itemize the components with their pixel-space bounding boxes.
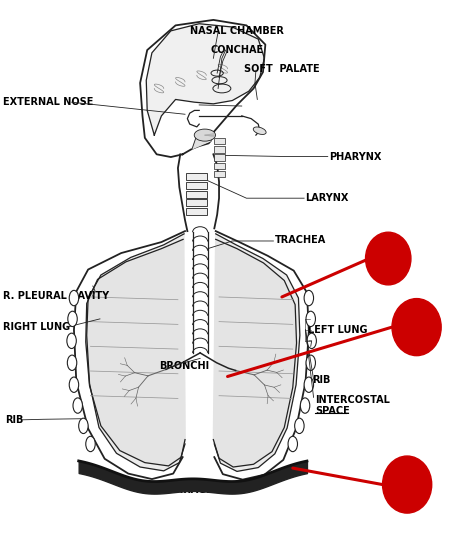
Text: PHARYNX: PHARYNX: [329, 152, 382, 162]
Ellipse shape: [306, 311, 316, 327]
Polygon shape: [187, 111, 199, 127]
Text: LEFT LUNG: LEFT LUNG: [308, 325, 367, 335]
Polygon shape: [214, 234, 300, 471]
Circle shape: [365, 232, 411, 285]
Text: SPACE: SPACE: [315, 406, 350, 416]
Text: RIB: RIB: [312, 375, 330, 386]
FancyBboxPatch shape: [214, 138, 225, 145]
Polygon shape: [74, 231, 185, 479]
Ellipse shape: [306, 355, 316, 371]
Ellipse shape: [304, 377, 314, 392]
Ellipse shape: [307, 333, 317, 349]
FancyBboxPatch shape: [186, 173, 207, 180]
FancyBboxPatch shape: [214, 163, 225, 169]
Ellipse shape: [86, 436, 95, 452]
Ellipse shape: [304, 290, 314, 306]
FancyBboxPatch shape: [214, 170, 225, 177]
Ellipse shape: [69, 290, 79, 306]
FancyBboxPatch shape: [214, 155, 225, 161]
Circle shape: [383, 456, 432, 513]
Text: EXTERNAL NOSE: EXTERNAL NOSE: [3, 97, 93, 107]
Text: CONCHAE: CONCHAE: [210, 45, 264, 55]
Circle shape: [392, 299, 441, 356]
Text: RIGHT LUNG: RIGHT LUNG: [3, 322, 70, 332]
Text: LARYNX: LARYNX: [306, 193, 349, 203]
Text: SOFT  PALATE: SOFT PALATE: [244, 64, 319, 74]
Polygon shape: [140, 20, 265, 157]
Text: RIB: RIB: [5, 415, 24, 425]
FancyBboxPatch shape: [186, 208, 207, 215]
Ellipse shape: [253, 127, 266, 134]
Text: TRACHEA: TRACHEA: [275, 235, 326, 245]
Text: BRONCHI: BRONCHI: [159, 360, 209, 371]
Polygon shape: [192, 130, 213, 149]
Text: DIAPHRAGM: DIAPHRAGM: [149, 485, 216, 495]
Polygon shape: [87, 234, 185, 471]
Ellipse shape: [194, 129, 216, 141]
Polygon shape: [86, 239, 185, 466]
FancyBboxPatch shape: [186, 199, 207, 206]
Ellipse shape: [68, 311, 77, 327]
Ellipse shape: [301, 398, 310, 413]
Ellipse shape: [79, 418, 88, 433]
FancyBboxPatch shape: [186, 182, 207, 189]
Ellipse shape: [288, 436, 298, 452]
Ellipse shape: [73, 398, 82, 413]
FancyBboxPatch shape: [214, 146, 225, 153]
Polygon shape: [146, 24, 264, 135]
FancyBboxPatch shape: [186, 190, 207, 197]
Text: R. PLEURAL CAVITY: R. PLEURAL CAVITY: [3, 291, 109, 301]
Polygon shape: [214, 231, 309, 480]
Text: NASAL CHAMBER: NASAL CHAMBER: [190, 26, 284, 36]
Ellipse shape: [67, 355, 77, 371]
Text: INTERCOSTAL: INTERCOSTAL: [315, 395, 390, 405]
Ellipse shape: [67, 333, 76, 349]
Ellipse shape: [295, 418, 304, 433]
Polygon shape: [213, 239, 297, 467]
Ellipse shape: [69, 377, 79, 392]
